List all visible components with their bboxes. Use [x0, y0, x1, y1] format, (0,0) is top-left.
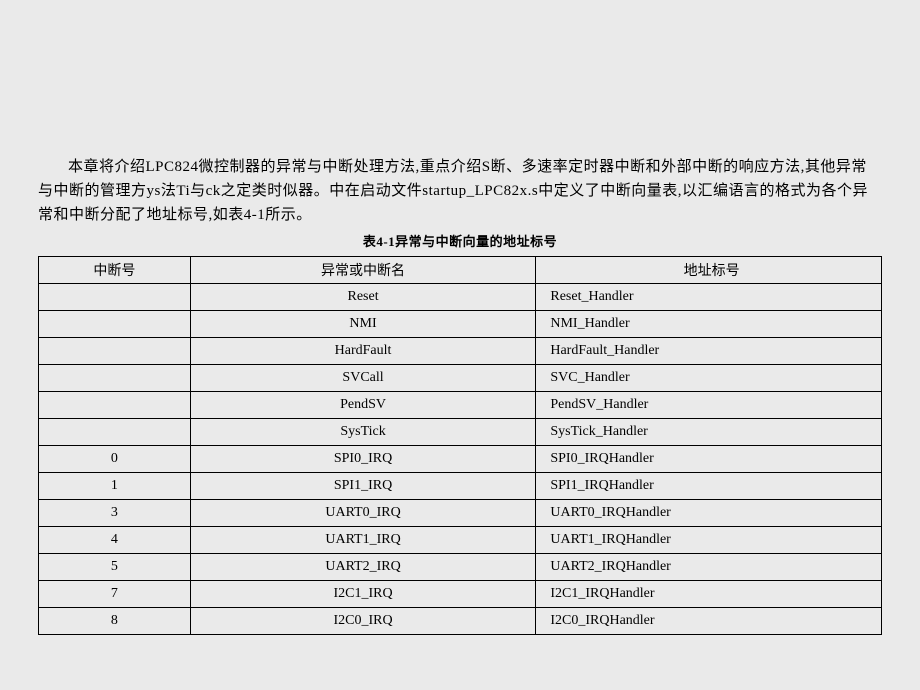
- cell-label: HardFault_Handler: [536, 338, 882, 365]
- cell-num: 4: [39, 527, 191, 554]
- cell-num: [39, 419, 191, 446]
- cell-label: PendSV_Handler: [536, 392, 882, 419]
- table-row: 1SPI1_IRQSPI1_IRQHandler: [39, 473, 882, 500]
- cell-label: SVC_Handler: [536, 365, 882, 392]
- table-row: 0SPI0_IRQSPI0_IRQHandler: [39, 446, 882, 473]
- cell-num: [39, 392, 191, 419]
- cell-num: [39, 284, 191, 311]
- table-row: NMINMI_Handler: [39, 311, 882, 338]
- cell-name: SysTick: [190, 419, 536, 446]
- cell-num: 8: [39, 608, 191, 635]
- table-body: ResetReset_Handler NMINMI_Handler HardFa…: [39, 284, 882, 635]
- table-row: 8I2C0_IRQI2C0_IRQHandler: [39, 608, 882, 635]
- cell-name: UART1_IRQ: [190, 527, 536, 554]
- cell-label: Reset_Handler: [536, 284, 882, 311]
- cell-label: NMI_Handler: [536, 311, 882, 338]
- cell-num: 0: [39, 446, 191, 473]
- vector-table: 中断号 异常或中断名 地址标号 ResetReset_Handler NMINM…: [38, 256, 882, 635]
- cell-num: [39, 311, 191, 338]
- table-row: 3UART0_IRQUART0_IRQHandler: [39, 500, 882, 527]
- cell-name: UART2_IRQ: [190, 554, 536, 581]
- cell-label: SPI0_IRQHandler: [536, 446, 882, 473]
- cell-name: UART0_IRQ: [190, 500, 536, 527]
- table-row: ResetReset_Handler: [39, 284, 882, 311]
- table-row: 4UART1_IRQUART1_IRQHandler: [39, 527, 882, 554]
- cell-label: SPI1_IRQHandler: [536, 473, 882, 500]
- cell-num: 3: [39, 500, 191, 527]
- header-address-label: 地址标号: [536, 257, 882, 284]
- cell-num: 1: [39, 473, 191, 500]
- cell-num: [39, 338, 191, 365]
- table-row: SVCallSVC_Handler: [39, 365, 882, 392]
- cell-name: I2C1_IRQ: [190, 581, 536, 608]
- cell-num: 7: [39, 581, 191, 608]
- table-row: SysTickSysTick_Handler: [39, 419, 882, 446]
- cell-label: SysTick_Handler: [536, 419, 882, 446]
- cell-num: [39, 365, 191, 392]
- cell-name: HardFault: [190, 338, 536, 365]
- cell-label: I2C0_IRQHandler: [536, 608, 882, 635]
- cell-num: 5: [39, 554, 191, 581]
- cell-label: UART1_IRQHandler: [536, 527, 882, 554]
- cell-name: Reset: [190, 284, 536, 311]
- intro-paragraph: 本章将介绍LPC824微控制器的异常与中断处理方法,重点介绍S断、多速率定时器中…: [38, 155, 882, 227]
- cell-label: UART2_IRQHandler: [536, 554, 882, 581]
- cell-name: SPI0_IRQ: [190, 446, 536, 473]
- header-exception-name: 异常或中断名: [190, 257, 536, 284]
- cell-label: UART0_IRQHandler: [536, 500, 882, 527]
- cell-name: NMI: [190, 311, 536, 338]
- cell-name: I2C0_IRQ: [190, 608, 536, 635]
- cell-name: PendSV: [190, 392, 536, 419]
- cell-name: SPI1_IRQ: [190, 473, 536, 500]
- header-interrupt-number: 中断号: [39, 257, 191, 284]
- table-row: 7I2C1_IRQI2C1_IRQHandler: [39, 581, 882, 608]
- cell-label: I2C1_IRQHandler: [536, 581, 882, 608]
- document-page: 本章将介绍LPC824微控制器的异常与中断处理方法,重点介绍S断、多速率定时器中…: [0, 0, 920, 635]
- table-caption: 表4-1异常与中断向量的地址标号: [38, 231, 882, 250]
- table-row: PendSVPendSV_Handler: [39, 392, 882, 419]
- table-header-row: 中断号 异常或中断名 地址标号: [39, 257, 882, 284]
- cell-name: SVCall: [190, 365, 536, 392]
- table-row: 5UART2_IRQUART2_IRQHandler: [39, 554, 882, 581]
- table-row: HardFaultHardFault_Handler: [39, 338, 882, 365]
